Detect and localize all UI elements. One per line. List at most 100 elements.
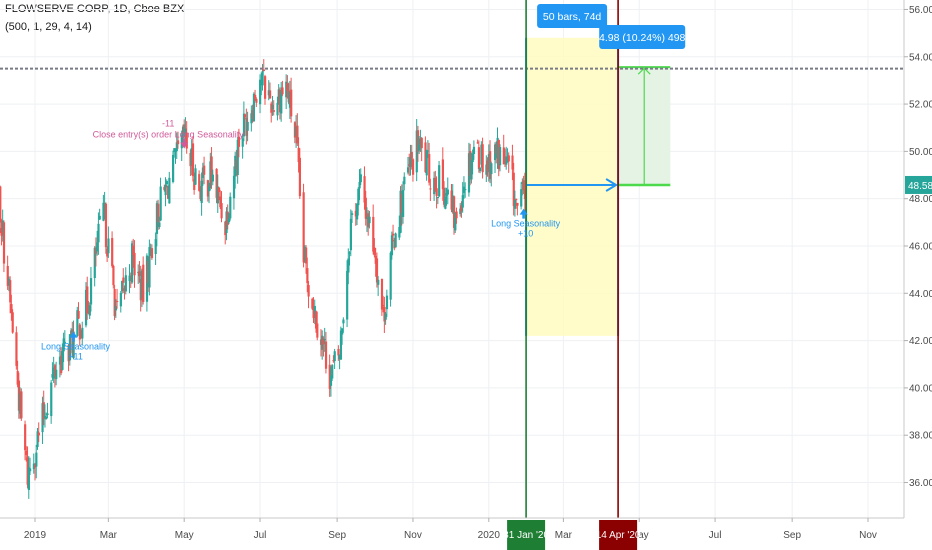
candle: [486, 157, 489, 177]
indicator-params: (500, 1, 29, 4, 14): [5, 21, 92, 33]
candle: [313, 299, 316, 325]
candle-body: [6, 265, 9, 286]
candle: [276, 96, 279, 121]
candle: [333, 348, 336, 369]
candle: [394, 232, 397, 248]
candle: [234, 151, 237, 189]
candle: [124, 267, 127, 295]
candle: [286, 75, 289, 99]
candle-body: [445, 193, 448, 196]
candle-body: [497, 139, 500, 170]
candle: [148, 239, 151, 296]
y-tick-label: 54.00: [909, 52, 932, 63]
candle-body: [206, 180, 210, 197]
candle: [523, 172, 527, 213]
candle-body: [403, 176, 406, 185]
candle-body: [490, 163, 493, 175]
candle-body: [373, 247, 376, 256]
candle: [78, 322, 81, 346]
candle-body: [321, 335, 324, 350]
candle-body: [285, 81, 288, 98]
candle-body: [224, 221, 227, 236]
candle: [89, 266, 93, 312]
candle: [245, 108, 248, 145]
candle-body: [232, 175, 236, 199]
candle: [26, 446, 29, 489]
candle: [357, 187, 360, 216]
candle: [199, 185, 202, 202]
candle-body: [434, 178, 437, 191]
candle-body: [338, 354, 341, 360]
candle-body: [130, 243, 134, 283]
candle-body: [62, 338, 65, 352]
candle-body: [209, 161, 212, 188]
candle: [132, 238, 135, 268]
candle-body: [461, 195, 464, 208]
candle: [415, 119, 418, 182]
candle-body: [438, 165, 441, 197]
x-tick-label: Sep: [783, 530, 801, 541]
candle-body: [112, 265, 115, 286]
candle: [102, 194, 105, 222]
candle: [116, 288, 119, 309]
candle: [411, 158, 415, 182]
candle-body: [55, 369, 58, 380]
candle: [10, 294, 13, 321]
candle-body: [198, 174, 201, 191]
candle-body: [372, 216, 375, 252]
candle-body: [469, 151, 472, 176]
candle: [227, 213, 231, 225]
candle: [419, 129, 422, 153]
candle-body: [154, 239, 157, 255]
candle: [32, 453, 35, 474]
candle: [342, 317, 345, 333]
candle-body: [494, 144, 497, 161]
candle: [339, 326, 343, 360]
candle-body: [346, 270, 349, 320]
candle: [20, 388, 23, 421]
candle-body: [70, 330, 73, 335]
candle-body: [443, 187, 446, 205]
candle: [364, 190, 367, 226]
candle: [331, 363, 334, 381]
candle: [157, 199, 160, 230]
candle: [123, 285, 126, 300]
candle-body: [190, 147, 193, 166]
candle: [52, 356, 55, 383]
candle: [264, 74, 267, 105]
candle-body: [489, 151, 492, 180]
candle-body: [349, 218, 352, 251]
price-range-label-text: 4.98 (10.24%) 498: [599, 32, 686, 44]
candle-body: [357, 188, 360, 206]
candle-body: [183, 124, 186, 138]
candle: [470, 152, 473, 184]
candle-body: [29, 468, 32, 472]
candle: [268, 82, 272, 99]
candle: [58, 350, 62, 378]
candle-body: [521, 181, 524, 184]
candle-body: [17, 380, 21, 411]
candle: [220, 191, 223, 223]
candle: [167, 185, 170, 200]
candle-body: [181, 126, 185, 138]
candle-body: [67, 345, 70, 362]
candle-body: [211, 174, 214, 182]
candle: [104, 202, 108, 254]
candle: [302, 183, 305, 268]
candle-body: [451, 195, 454, 213]
candle: [252, 92, 256, 122]
y-axis-bg: [904, 0, 932, 550]
candle-body: [254, 94, 257, 99]
candle-body: [149, 250, 152, 252]
x-tick-label: Jul: [254, 530, 267, 541]
candle-body: [324, 341, 328, 369]
candle: [208, 182, 211, 204]
candle: [0, 218, 3, 246]
candle-body: [347, 258, 350, 273]
candle: [410, 144, 413, 170]
candle: [476, 139, 479, 144]
candle-body: [446, 189, 449, 195]
candle: [130, 240, 134, 284]
candle-body: [191, 143, 195, 177]
